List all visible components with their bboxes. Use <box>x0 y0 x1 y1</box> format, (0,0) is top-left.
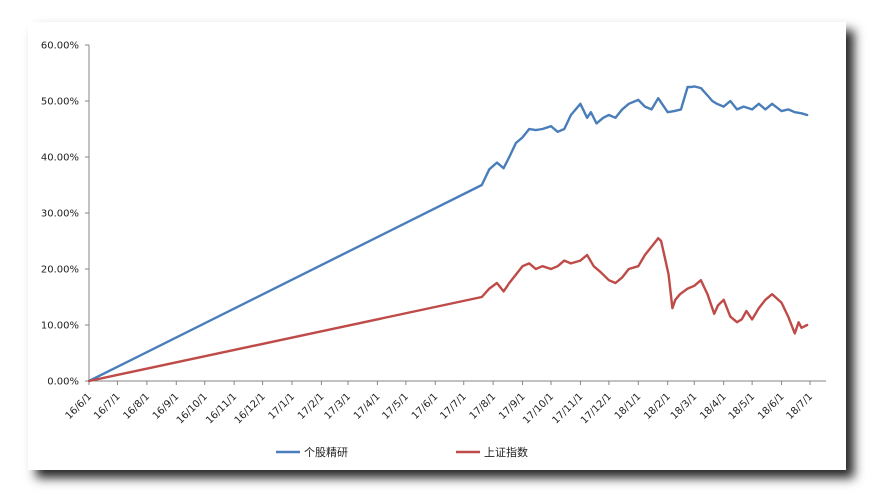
y-tick-label: 50.00% <box>41 97 79 108</box>
x-tick-label: 16/6/1 <box>64 391 95 422</box>
legend-label-0: 个股精研 <box>304 446 348 459</box>
x-tick-label: 16/10/1 <box>175 391 210 426</box>
x-tick-label: 17/6/1 <box>410 391 441 422</box>
x-tick-label: 17/7/1 <box>438 391 469 422</box>
x-tick-label: 18/7/1 <box>785 391 816 422</box>
y-tick-label: 10.00% <box>41 321 79 332</box>
y-tick-label: 20.00% <box>41 265 79 276</box>
x-tick-label: 17/4/1 <box>352 391 383 422</box>
x-tick-label: 18/5/1 <box>727 391 758 422</box>
legend-label-1: 上证指数 <box>484 445 528 459</box>
x-tick-label: 18/3/1 <box>669 391 700 422</box>
x-tick-label: 17/5/1 <box>380 391 411 422</box>
x-tick-label: 16/12/1 <box>233 391 268 426</box>
series-line-0 <box>87 85 809 383</box>
x-tick-label: 18/2/1 <box>642 391 673 422</box>
x-tick-label: 17/2/1 <box>296 391 327 422</box>
y-tick-label: 0.00% <box>47 377 79 388</box>
x-tick-label: 16/7/1 <box>92 391 123 422</box>
y-tick-label: 40.00% <box>41 153 79 164</box>
x-tick-label: 16/8/1 <box>121 391 152 422</box>
series-line-1 <box>87 236 809 383</box>
x-tick-label: 18/1/1 <box>613 391 644 422</box>
x-tick-label: 17/12/1 <box>579 391 614 426</box>
x-tick-label: 17/1/1 <box>267 391 298 422</box>
y-tick-label: 60.00% <box>41 41 79 52</box>
x-tick-label: 18/6/1 <box>756 391 787 422</box>
x-tick-label: 17/3/1 <box>323 391 354 422</box>
y-tick-label: 30.00% <box>41 209 79 220</box>
x-tick-label: 17/8/1 <box>468 391 499 422</box>
x-tick-label: 18/4/1 <box>698 391 729 422</box>
x-tick-label: 17/10/1 <box>521 391 556 426</box>
